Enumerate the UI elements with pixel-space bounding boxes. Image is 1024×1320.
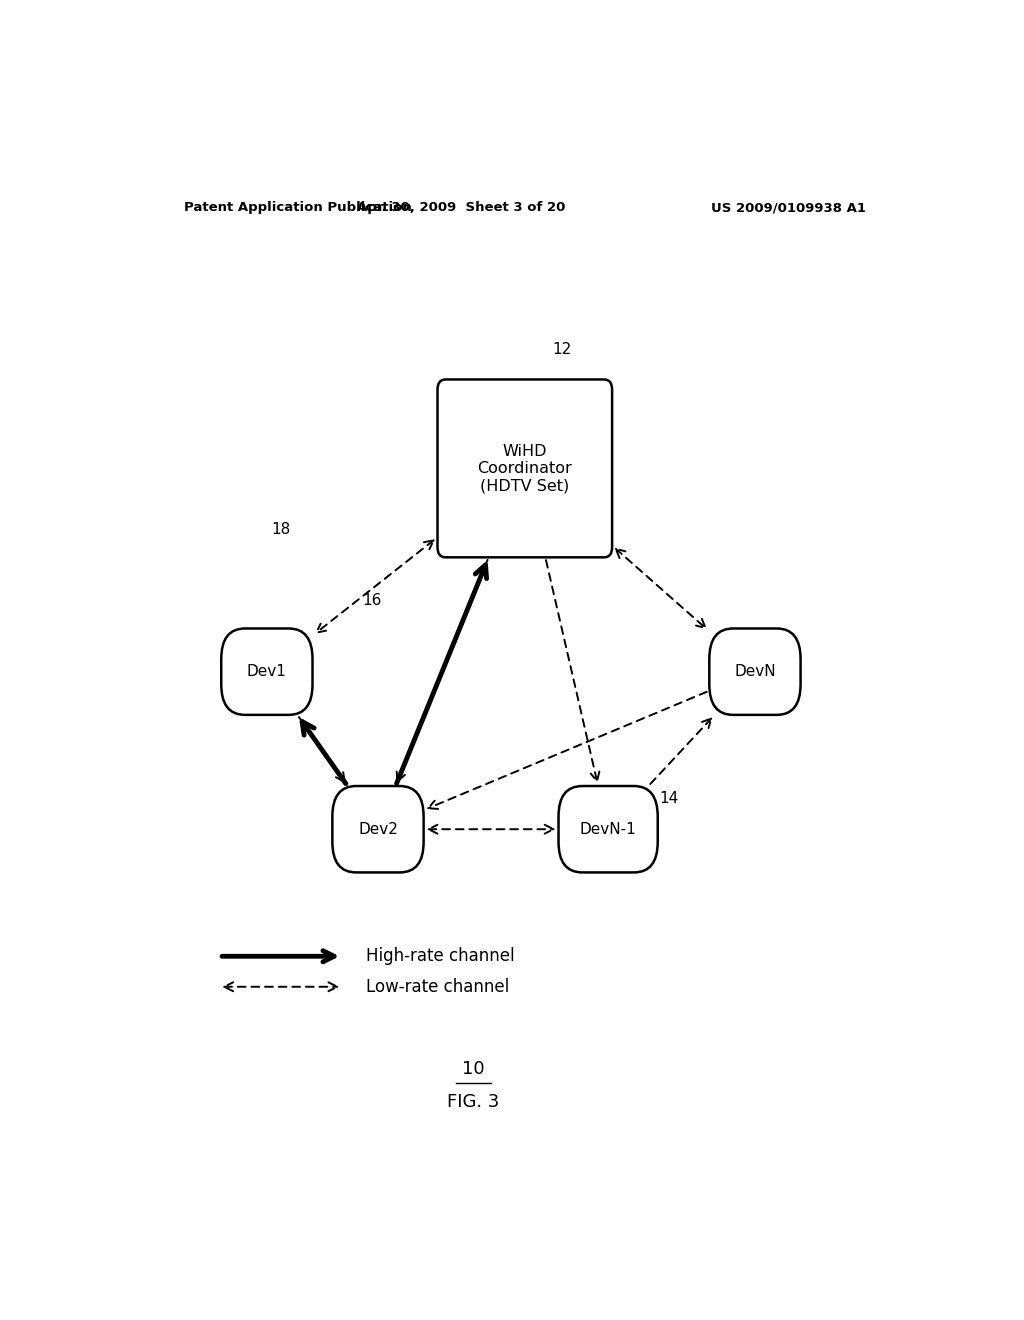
FancyBboxPatch shape bbox=[437, 379, 612, 557]
Text: Dev2: Dev2 bbox=[358, 822, 398, 837]
Text: US 2009/0109938 A1: US 2009/0109938 A1 bbox=[711, 201, 866, 214]
FancyBboxPatch shape bbox=[558, 785, 657, 873]
Text: Apr. 30, 2009  Sheet 3 of 20: Apr. 30, 2009 Sheet 3 of 20 bbox=[357, 201, 565, 214]
Text: 10: 10 bbox=[462, 1060, 484, 1078]
Text: High-rate channel: High-rate channel bbox=[367, 948, 515, 965]
Text: DevN: DevN bbox=[734, 664, 776, 680]
Text: 18: 18 bbox=[271, 521, 291, 537]
FancyBboxPatch shape bbox=[221, 628, 312, 715]
Text: WiHD
Coordinator
(HDTV Set): WiHD Coordinator (HDTV Set) bbox=[477, 444, 572, 494]
Text: Dev1: Dev1 bbox=[247, 664, 287, 680]
FancyBboxPatch shape bbox=[710, 628, 801, 715]
Text: Low-rate channel: Low-rate channel bbox=[367, 978, 509, 995]
Text: 14: 14 bbox=[659, 791, 679, 805]
Text: Patent Application Publication: Patent Application Publication bbox=[183, 201, 412, 214]
Text: DevN-1: DevN-1 bbox=[580, 822, 637, 837]
Text: 16: 16 bbox=[362, 593, 382, 609]
FancyBboxPatch shape bbox=[333, 785, 424, 873]
Text: 12: 12 bbox=[553, 342, 571, 356]
Text: FIG. 3: FIG. 3 bbox=[447, 1093, 500, 1110]
